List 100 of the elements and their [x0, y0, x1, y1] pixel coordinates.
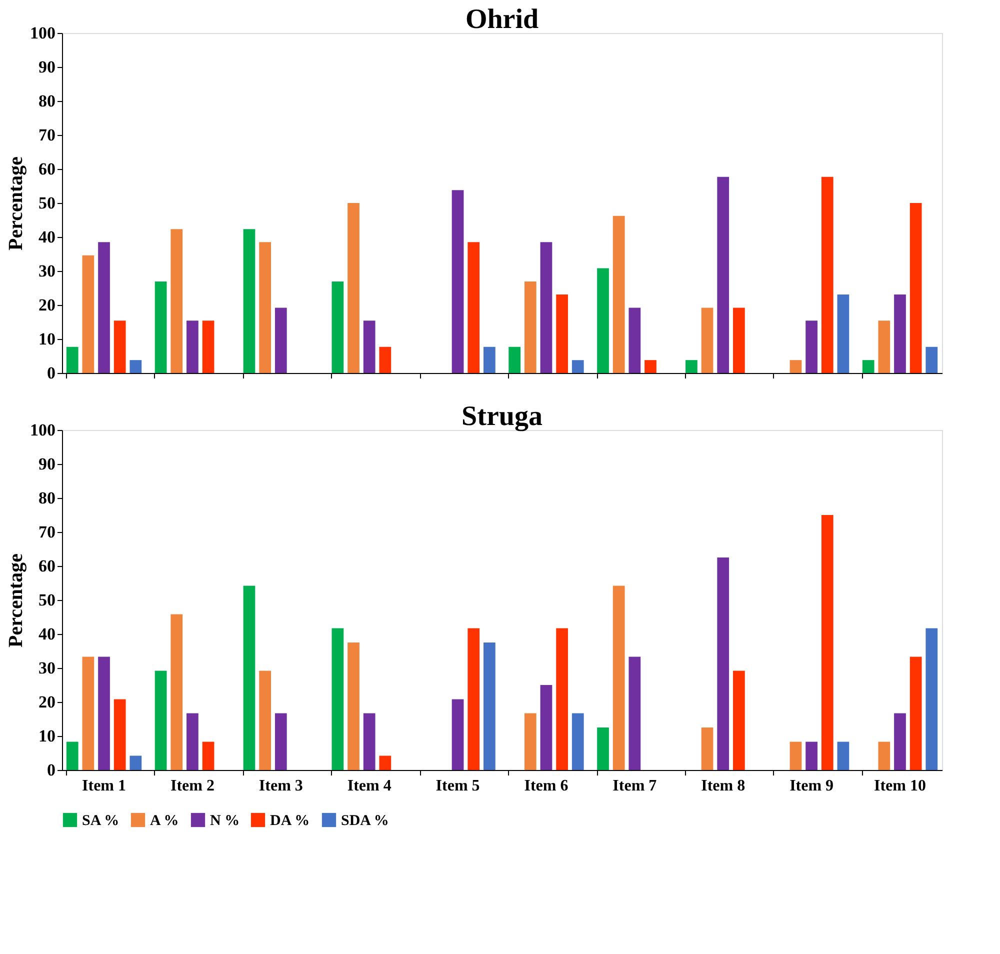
bar — [524, 713, 536, 770]
bar — [363, 713, 376, 770]
bar — [98, 242, 110, 373]
y-tick-label: 50 — [38, 590, 56, 610]
x-tick-label: Item 7 — [612, 778, 657, 794]
bar — [170, 229, 183, 373]
y-tick-label: 80 — [38, 488, 56, 508]
bar — [701, 728, 714, 770]
bar — [910, 656, 922, 770]
y-tick-label: 70 — [38, 522, 56, 542]
bar — [363, 320, 376, 373]
bar — [259, 670, 272, 770]
bar — [130, 360, 142, 373]
bar — [348, 642, 360, 770]
y-tick-label: 70 — [38, 126, 56, 144]
bar — [170, 614, 183, 770]
bar — [82, 255, 94, 373]
y-tick-label: 100 — [30, 24, 56, 42]
bar — [524, 282, 536, 373]
bar — [790, 742, 802, 770]
x-tick-label: Item 5 — [436, 778, 480, 794]
x-tick-label: Item 3 — [258, 778, 303, 794]
bar — [468, 628, 480, 770]
bar — [926, 346, 938, 373]
x-tick-label: Item 1 — [82, 778, 126, 794]
bar — [717, 558, 730, 770]
bar — [66, 742, 78, 770]
y-axis-title: Percentage — [5, 156, 27, 251]
bar — [821, 515, 834, 770]
bar — [259, 242, 272, 373]
bar — [628, 656, 641, 770]
bar — [452, 699, 464, 770]
y-tick-label: 10 — [38, 330, 56, 348]
bar — [878, 320, 890, 373]
bar — [274, 713, 287, 770]
chart-title: Struga — [462, 401, 542, 432]
bar — [878, 742, 890, 770]
bar — [894, 713, 906, 770]
bar — [379, 346, 392, 373]
bar — [332, 282, 344, 373]
bar — [572, 713, 584, 770]
bar — [202, 320, 214, 373]
y-axis-title: Percentage — [5, 553, 27, 648]
bar — [508, 346, 521, 373]
y-tick-label: 30 — [38, 262, 56, 280]
bar — [556, 628, 568, 770]
bar — [130, 756, 142, 770]
y-tick-label: 0 — [47, 760, 56, 780]
bar — [837, 742, 850, 770]
legend-label: DA % — [270, 813, 310, 829]
bar — [910, 203, 922, 373]
y-tick-label: 60 — [38, 556, 56, 576]
bar — [186, 713, 198, 770]
bar — [468, 242, 480, 373]
bar — [894, 294, 906, 373]
bar — [66, 346, 78, 373]
legend-label: SDA % — [341, 813, 389, 829]
bar — [154, 670, 167, 770]
x-tick-label: Item 2 — [170, 778, 214, 794]
y-tick-label: 80 — [38, 92, 56, 110]
x-tick-label: Item 10 — [874, 778, 926, 794]
bar — [483, 346, 496, 373]
x-tick-label: Item 8 — [701, 778, 746, 794]
x-tick-label: Item 4 — [347, 778, 392, 794]
bar — [597, 728, 609, 770]
bar — [806, 742, 818, 770]
y-tick-label: 40 — [38, 624, 56, 644]
bar — [806, 320, 818, 373]
y-tick-label: 20 — [38, 692, 56, 712]
bar — [686, 360, 698, 373]
bar — [98, 656, 110, 770]
bar — [154, 282, 167, 373]
bar — [243, 586, 256, 770]
legend-label: A % — [150, 813, 179, 829]
bar — [790, 360, 802, 373]
bar — [612, 216, 625, 373]
bar — [628, 308, 641, 373]
bar — [540, 685, 552, 770]
y-tick-label: 10 — [38, 726, 56, 746]
y-tick-label: 30 — [38, 658, 56, 678]
bar — [483, 642, 496, 770]
bar — [186, 320, 198, 373]
chart-title: Ohrid — [465, 4, 539, 35]
bar — [202, 742, 214, 770]
bar — [717, 176, 730, 373]
bar — [556, 294, 568, 373]
bar — [926, 628, 938, 770]
bar — [612, 586, 625, 770]
bar — [837, 294, 850, 373]
y-tick-label: 0 — [47, 364, 56, 382]
bar — [732, 670, 745, 770]
bar — [644, 360, 656, 373]
legend-label: N % — [210, 813, 240, 829]
bar — [332, 628, 344, 770]
bar — [452, 190, 464, 373]
bar — [732, 308, 745, 373]
legend-label: SA % — [82, 813, 120, 829]
y-tick-label: 90 — [38, 454, 56, 474]
bar — [114, 699, 126, 770]
y-tick-label: 40 — [38, 228, 56, 246]
